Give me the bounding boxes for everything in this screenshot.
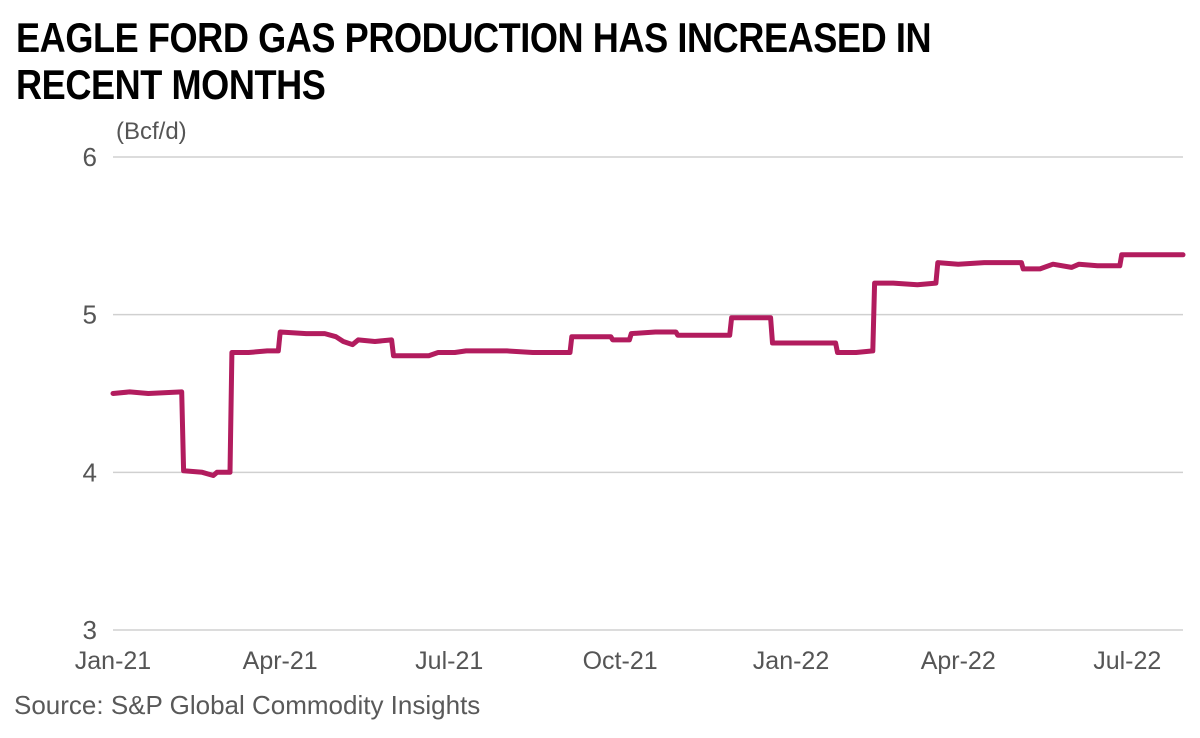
chart-title: EAGLE FORD GAS PRODUCTION HAS INCREASED …	[16, 14, 932, 108]
source-note: Source: S&P Global Commodity Insights	[14, 690, 481, 720]
x-tick-label: Oct-21	[583, 647, 658, 675]
x-tick-label: Jul-21	[415, 647, 483, 675]
x-tick-label: Jan-22	[753, 647, 829, 675]
y-tick-label: 5	[83, 300, 97, 330]
series-layer	[110, 252, 1186, 478]
x-axis-ticks: Jan-21 Apr-21 Jul-21 Oct-21 Jan-22 Apr-22 Jul-…	[75, 647, 1162, 675]
y-axis-ticks: 3 4 5 6	[83, 142, 97, 645]
y-tick-label: 6	[83, 142, 97, 172]
x-tick-label: Apr-21	[243, 647, 318, 675]
x-tick-label: Jul-22	[1093, 647, 1161, 675]
gridlines	[113, 156, 1183, 631]
y-axis-unit-label: (Bcf/d)	[116, 118, 187, 145]
y-tick-label: 4	[83, 457, 97, 487]
x-tick-label: Apr-22	[921, 647, 996, 675]
x-tick-label: Jan-21	[75, 647, 151, 675]
series-line	[110, 252, 1186, 478]
y-tick-label: 3	[83, 615, 97, 645]
